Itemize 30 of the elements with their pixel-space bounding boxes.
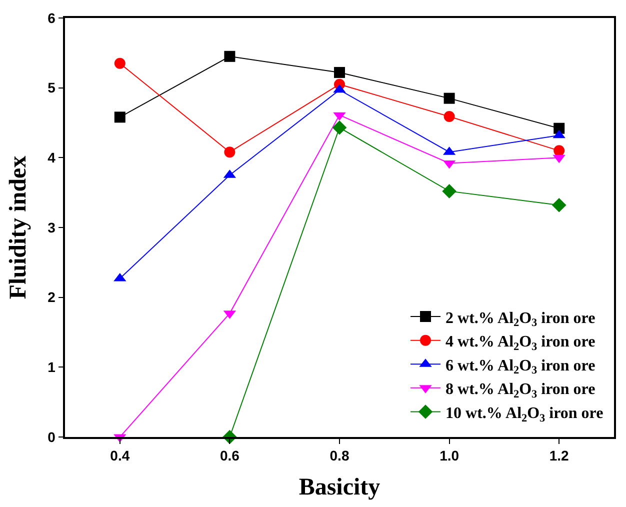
y-tick-label: 0 [48,428,56,445]
point [114,112,126,123]
legend-label: 6 wt.% Al$_{2}$O$_{3}$ iron ore [446,357,596,377]
x-tick-label: 0.6 [220,448,240,464]
point [444,92,455,104]
y-axis-title: Fluidity index [5,156,32,300]
y-tick-label: 3 [48,219,56,236]
y-tick-label: 1 [48,359,56,376]
x-tick-label: 0.4 [110,448,130,464]
x-tick-label: 0.8 [330,448,350,464]
y-tick-label: 2 [48,289,56,306]
point [554,145,565,156]
point [332,120,347,135]
y-tick-label: 6 [48,10,56,26]
x-axis-title: Basicity [298,474,380,500]
legend-label: 10 wt.% Al$_{2}$O$_{3}$ iron ore [446,404,604,424]
legend-label: 8 wt.% Al$_{2}$O$_{3}$ iron ore [446,381,596,401]
legend-label: 4 wt.% Al$_{2}$O$_{3}$ iron ore [446,334,596,353]
x-tick-label: 1.0 [440,448,460,464]
point [552,198,566,212]
point [224,50,236,62]
y-tick-label: 4 [48,150,56,166]
y-tick-label: 5 [48,80,56,96]
point [442,184,456,198]
point [114,58,126,69]
point [334,66,345,78]
point [224,146,236,158]
legend-label: 2 wt.% Al$_{2}$O$_{3}$ iron ore [446,310,596,330]
point [444,110,455,122]
x-tick-label: 1.2 [549,448,570,464]
